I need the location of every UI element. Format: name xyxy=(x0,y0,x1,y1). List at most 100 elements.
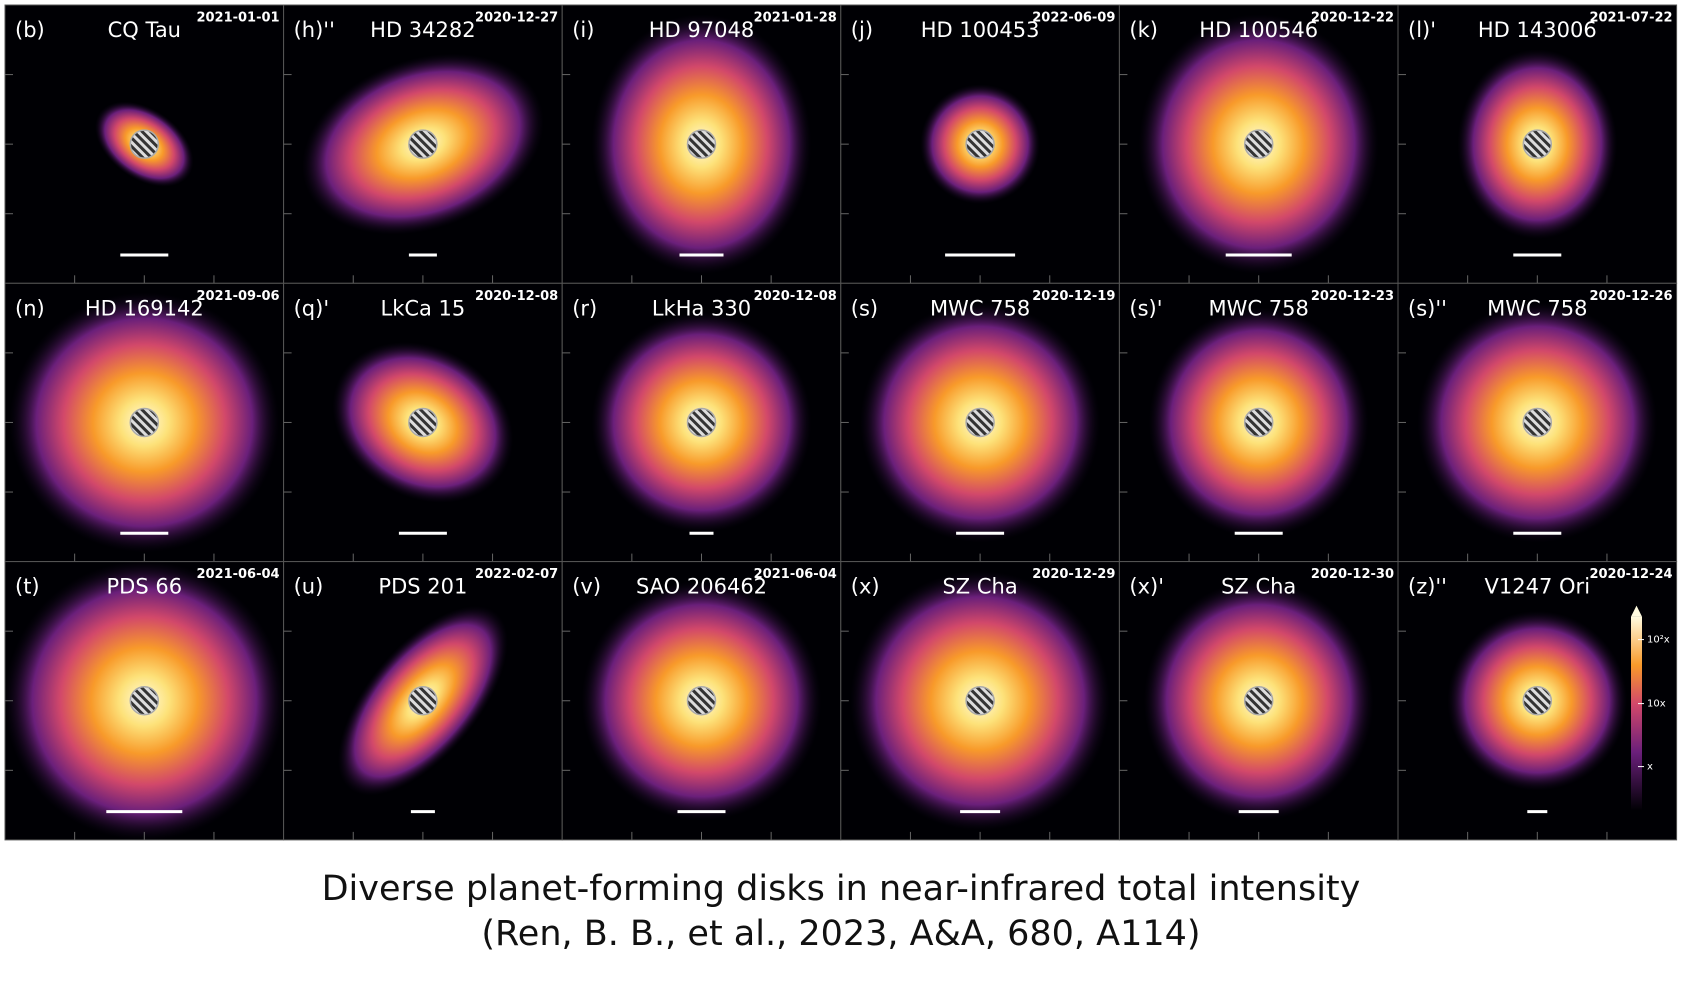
panel-label: (r) xyxy=(572,296,597,320)
panel: (t) PDS 66 2021-06-04 xyxy=(4,560,285,841)
target-name: LkHa 330 xyxy=(652,296,751,320)
target-name: HD 100546 xyxy=(1199,18,1318,42)
colorbar xyxy=(1631,616,1642,811)
coronagraph-mask xyxy=(686,685,717,716)
coronagraph-mask xyxy=(965,407,995,438)
panel: (x)' SZ Cha 2020-12-30 xyxy=(1118,561,1399,841)
panel: (s) MWC 758 2020-12-19 xyxy=(840,282,1120,563)
panel: (s)'' MWC 758 2020-12-26 xyxy=(1397,282,1678,563)
observation-date: 2022-02-07 xyxy=(475,567,558,582)
observation-date: 2022-06-09 xyxy=(1032,11,1115,26)
target-name: PDS 201 xyxy=(378,575,467,599)
panel: (x) SZ Cha 2020-12-29 xyxy=(840,561,1120,841)
panel-label: (h)'' xyxy=(294,18,335,42)
target-name: SZ Cha xyxy=(942,575,1017,599)
panel: (s)' MWC 758 2020-12-23 xyxy=(1118,282,1399,563)
observation-date: 2020-12-30 xyxy=(1311,567,1394,582)
panel-label: (s)' xyxy=(1129,296,1162,320)
target-name: SAO 206462 xyxy=(636,575,767,599)
observation-date: 2021-06-04 xyxy=(196,567,279,582)
observation-date: 2021-01-01 xyxy=(196,11,279,26)
coronagraph-mask xyxy=(686,407,717,438)
panel: (q)' LkCa 15 2020-12-08 xyxy=(283,282,563,563)
panel-label: (k) xyxy=(1129,18,1158,42)
coronagraph-mask xyxy=(408,407,438,438)
panel-label: (u) xyxy=(294,575,324,599)
observation-date: 2020-12-08 xyxy=(754,289,837,304)
observation-date: 2021-06-04 xyxy=(754,567,837,582)
panel: (b) CQ Tau 2021-01-01 xyxy=(4,4,285,284)
coronagraph-mask xyxy=(129,407,160,438)
panel-background xyxy=(283,282,563,563)
observation-date: 2020-12-23 xyxy=(1311,289,1394,304)
panel-label: (s) xyxy=(851,296,878,320)
coronagraph-mask xyxy=(1522,685,1553,716)
colorbar-label: 10²x xyxy=(1647,635,1670,646)
panel-grid: (b) CQ Tau 2021-01-01 (h)'' HD 34282 2020-12-… xyxy=(4,4,1678,841)
observation-date: 2020-12-22 xyxy=(1311,11,1394,26)
observation-date: 2020-12-24 xyxy=(1589,567,1672,582)
coronagraph-mask xyxy=(1522,407,1553,438)
target-name: HD 143006 xyxy=(1478,18,1597,42)
target-name: HD 34282 xyxy=(370,18,475,42)
coronagraph-mask xyxy=(686,129,717,159)
observation-date: 2020-12-08 xyxy=(475,289,558,304)
target-name: LkCa 15 xyxy=(381,296,466,320)
target-name: HD 169142 xyxy=(85,296,204,320)
coronagraph-mask xyxy=(1522,129,1553,159)
caption: (Ren, B. B., et al., 2023, A&A, 680, A11… xyxy=(481,914,1200,954)
panel-label: (t) xyxy=(15,575,40,599)
coronagraph-mask xyxy=(408,685,438,716)
colorbar-arrow xyxy=(1631,605,1642,617)
panel-label: (j) xyxy=(851,18,873,42)
target-name: MWC 758 xyxy=(1209,296,1309,320)
coronagraph-mask xyxy=(129,129,160,159)
observation-date: 2021-09-06 xyxy=(196,289,279,304)
observation-date: 2021-01-28 xyxy=(754,11,837,26)
observation-date: 2020-12-27 xyxy=(475,11,558,26)
panel-label: (n) xyxy=(15,296,45,320)
panel: (h)'' HD 34282 2020-12-27 xyxy=(283,4,563,284)
coronagraph-mask xyxy=(1243,685,1274,716)
observation-date: 2021-07-22 xyxy=(1589,11,1672,26)
target-name: MWC 758 xyxy=(930,296,1030,320)
panel-label: (b) xyxy=(15,18,45,42)
target-name: MWC 758 xyxy=(1487,296,1587,320)
panel: (u) PDS 201 2022-02-07 xyxy=(283,561,563,841)
panel-label: (s)'' xyxy=(1408,296,1447,320)
coronagraph-mask xyxy=(1243,407,1274,438)
coronagraph-mask xyxy=(965,129,995,159)
panel-label: (z)'' xyxy=(1408,575,1447,599)
panel: (z)'' V1247 Ori 2020-12-24 10²x 10x x xyxy=(1397,561,1678,841)
coronagraph-mask xyxy=(129,685,160,716)
panel-label: (v) xyxy=(572,575,601,599)
panel-label: (i) xyxy=(572,18,594,42)
colorbar-label: 10x xyxy=(1647,699,1666,710)
panel-label: (x) xyxy=(851,575,880,599)
caption: Diverse planet-forming disks in near-inf… xyxy=(322,869,1361,909)
colorbar-label: x xyxy=(1647,762,1653,773)
target-name: CQ Tau xyxy=(108,18,181,42)
panel-label: (q)' xyxy=(294,296,330,320)
target-name: HD 97048 xyxy=(649,18,754,42)
panel: (r) LkHa 330 2020-12-08 xyxy=(561,282,842,563)
target-name: HD 100453 xyxy=(921,18,1040,42)
target-name: PDS 66 xyxy=(107,575,183,599)
coronagraph-mask xyxy=(1243,129,1274,159)
observation-date: 2020-12-26 xyxy=(1589,289,1672,304)
target-name: V1247 Ori xyxy=(1485,575,1590,599)
target-name: SZ Cha xyxy=(1221,575,1296,599)
panel-label: (l)' xyxy=(1408,18,1436,42)
observation-date: 2020-12-19 xyxy=(1032,289,1115,304)
panel: (i) HD 97048 2021-01-28 xyxy=(561,4,842,284)
observation-date: 2020-12-29 xyxy=(1032,567,1115,582)
panel-label: (x)' xyxy=(1129,575,1164,599)
coronagraph-mask xyxy=(965,685,995,716)
coronagraph-mask xyxy=(408,129,438,159)
